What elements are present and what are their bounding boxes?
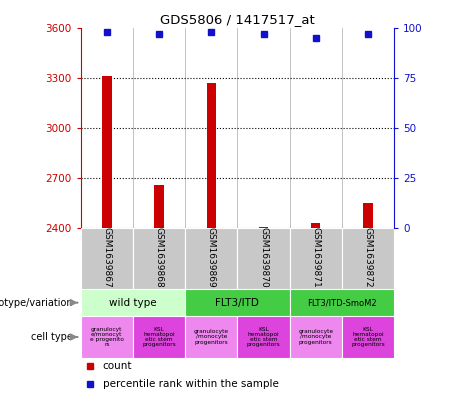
Text: count: count xyxy=(103,362,132,371)
Bar xyxy=(133,228,185,289)
Bar xyxy=(185,289,290,316)
Text: GSM1639871: GSM1639871 xyxy=(311,227,320,288)
Bar xyxy=(81,228,133,289)
Bar xyxy=(81,316,133,358)
Bar xyxy=(133,316,185,358)
Bar xyxy=(81,289,185,316)
Text: wild type: wild type xyxy=(109,298,157,308)
Title: GDS5806 / 1417517_at: GDS5806 / 1417517_at xyxy=(160,13,315,26)
Text: KSL
hematopoi
etic stem
progenitors: KSL hematopoi etic stem progenitors xyxy=(142,327,176,347)
Bar xyxy=(259,227,268,228)
Bar xyxy=(237,316,290,358)
Text: GSM1639869: GSM1639869 xyxy=(207,227,216,288)
Text: FLT3/ITD-SmoM2: FLT3/ITD-SmoM2 xyxy=(307,298,377,307)
Bar xyxy=(237,228,290,289)
Bar xyxy=(363,203,373,228)
Text: GSM1639868: GSM1639868 xyxy=(154,227,164,288)
Text: percentile rank within the sample: percentile rank within the sample xyxy=(103,379,278,389)
Bar xyxy=(342,316,394,358)
Bar xyxy=(185,316,237,358)
Text: cell type: cell type xyxy=(31,332,73,342)
Text: GSM1639870: GSM1639870 xyxy=(259,227,268,288)
Text: KSL
hematopoi
etic stem
progenitors: KSL hematopoi etic stem progenitors xyxy=(351,327,385,347)
Bar xyxy=(290,289,394,316)
Bar xyxy=(185,228,237,289)
Text: genotype/variation: genotype/variation xyxy=(0,298,73,308)
Text: granulocyte
/monocyte
progenitors: granulocyte /monocyte progenitors xyxy=(194,329,229,345)
Bar xyxy=(342,228,394,289)
Bar xyxy=(207,83,216,228)
Text: GSM1639867: GSM1639867 xyxy=(102,227,111,288)
Text: GSM1639872: GSM1639872 xyxy=(364,227,372,288)
Bar xyxy=(102,76,112,228)
Bar xyxy=(154,184,164,228)
Bar xyxy=(290,316,342,358)
Bar xyxy=(311,223,320,228)
Bar xyxy=(290,228,342,289)
Text: KSL
hematopoi
etic stem
progenitors: KSL hematopoi etic stem progenitors xyxy=(247,327,280,347)
Text: FLT3/ITD: FLT3/ITD xyxy=(215,298,260,308)
Text: granulocyt
e/monocyt
e progenito
rs: granulocyt e/monocyt e progenito rs xyxy=(90,327,124,347)
Text: granulocyte
/monocyte
progenitors: granulocyte /monocyte progenitors xyxy=(298,329,333,345)
